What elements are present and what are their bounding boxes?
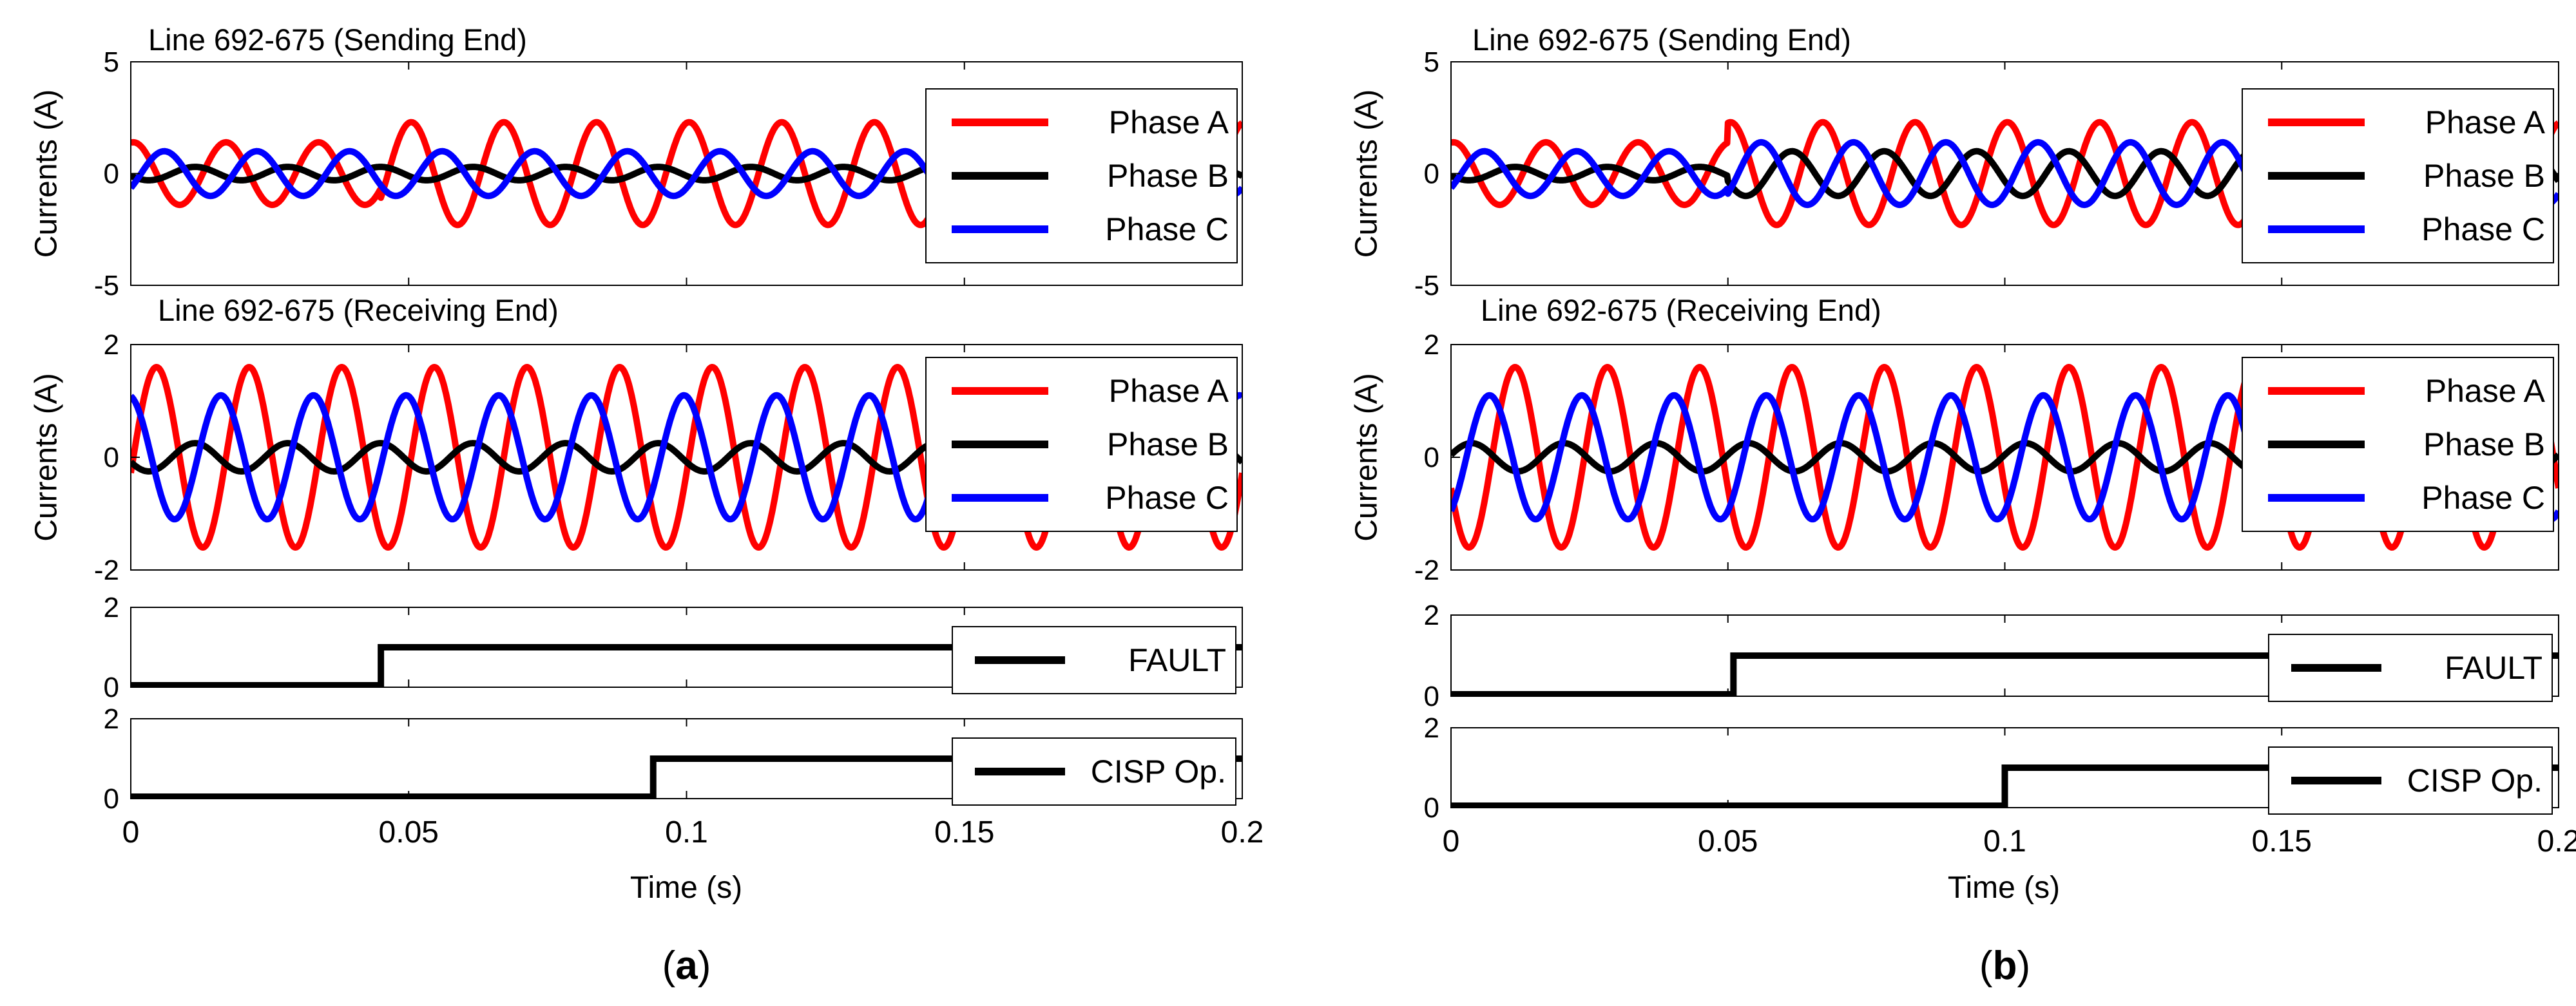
legend-label: Phase B [1107,158,1229,194]
panel-label-open: ( [662,944,676,988]
x-tick-label: 0 [122,815,140,849]
panel-b: 5 0 -5 Line 692-675 (Sending End) Currents (… [1350,23,2576,988]
x-axis-label: Time (s) [1948,871,2060,905]
y-tick-label: 0 [1424,158,1439,190]
series-line-fault [1451,652,2559,696]
legend-label: Phase C [1105,480,1229,516]
x-tick-label: 0.15 [2252,824,2312,859]
x-tick-label: 0.2 [1221,815,1264,849]
panel-a: 5 0 -5 Line 692-675 (Sending End) Currents (… [30,23,1264,988]
series-line-fault [131,644,1242,687]
y-axis-label: Currents (A) [30,373,64,541]
y-tick-label: 2 [104,592,119,623]
legend-label: Phase C [2421,211,2545,247]
y-tick-label: 0 [104,158,119,190]
y-tick-label: 2 [1424,712,1439,744]
legend-label: Phase A [2425,104,2546,140]
subplot-title: Line 692-675 (Receiving End) [158,293,559,327]
legend: FAULT [2268,634,2553,702]
panel-label-close: ) [2017,944,2030,988]
y-tick-label: 0 [104,442,119,473]
panel-label-open: ( [1979,944,1993,988]
legend-label: CISP Op. [1091,754,1226,790]
legend: Phase A Phase B Phase C [925,357,1238,532]
y-tick-label: -2 [1414,555,1439,586]
legend-label: FAULT [1128,642,1226,678]
subplot-2: 2 0 -2 Line 692-675 (Receiving End) Currents… [30,293,1243,586]
panel-label: (b) [1979,944,2030,988]
panel-label-letter: b [1993,944,2017,988]
y-tick-label: 2 [104,703,119,735]
series-line-cisp-op- [131,755,1242,799]
x-tick-label: 0.1 [1983,824,2026,859]
y-tick-label: 5 [104,46,119,78]
subplot-1: 5 0 -5 Line 692-675 (Sending End) Currents (… [30,23,1243,301]
legend-label: Phase C [2421,480,2545,516]
y-tick-label: 0 [1424,681,1439,712]
subplot-title: Line 692-675 (Sending End) [148,23,527,57]
legend-label: FAULT [2445,650,2542,686]
legend-label: Phase A [2425,373,2546,409]
subplot-4: 2 0 CISP Op. [104,703,1243,815]
legend-label: Phase B [2423,426,2545,462]
subplot-3: 2 0 FAULT [1424,600,2559,712]
subplot-title: Line 692-675 (Receiving End) [1481,293,1881,327]
y-tick-label: 2 [104,329,119,361]
legend-label: Phase B [1107,426,1229,462]
subplot-1: 5 0 -5 Line 692-675 (Sending End) Currents (… [1350,23,2559,301]
data-layer [131,644,1242,687]
subplot-3: 2 0 FAULT [104,592,1243,703]
y-tick-label: -5 [1414,270,1439,301]
data-layer [1451,652,2559,696]
legend-label: Phase A [1109,104,1229,140]
y-axis-label: Currents (A) [1350,373,1384,541]
legend-label: Phase A [1109,373,1229,409]
panel-label-close: ) [698,944,711,988]
x-axis-label: Time (s) [630,871,742,905]
data-layer [131,755,1242,799]
x-tick-label: 0.05 [379,815,439,849]
panel-label: (a) [662,944,711,988]
legend-label: Phase C [1105,211,1229,247]
y-tick-label: -2 [94,555,119,586]
y-tick-label: -5 [94,270,119,301]
x-tick-label: 0.2 [2537,824,2576,859]
panel-label-letter: a [675,944,698,988]
y-tick-label: 0 [104,783,119,815]
legend-label: CISP Op. [2407,763,2542,799]
y-axis-label: Currents (A) [1350,90,1384,258]
x-tick-label: 0 [1443,824,1460,859]
legend: Phase A Phase B Phase C [925,88,1238,263]
subplot-title: Line 692-675 (Sending End) [1472,23,1851,57]
y-tick-label: 0 [1424,442,1439,473]
legend: CISP Op. [952,737,1236,806]
x-tick-label: 0.15 [934,815,994,849]
legend-label: Phase B [2423,158,2545,194]
y-tick-label: 2 [1424,329,1439,361]
y-axis-label: Currents (A) [30,90,64,258]
subplot-4: 2 0 CISP Op. [1424,712,2559,824]
x-tick-label: 0.05 [1698,824,1758,859]
x-tick-label: 0.1 [665,815,708,849]
y-tick-label: 5 [1424,46,1439,78]
subplot-2: 2 0 -2 Line 692-675 (Receiving End) Currents… [1350,293,2559,586]
y-tick-label: 0 [104,672,119,703]
legend: Phase A Phase B Phase C [2242,357,2554,532]
legend: FAULT [952,626,1236,694]
y-tick-label: 0 [1424,792,1439,824]
legend: CISP Op. [2268,746,2553,815]
legend: Phase A Phase B Phase C [2242,88,2554,263]
y-tick-label: 2 [1424,600,1439,631]
